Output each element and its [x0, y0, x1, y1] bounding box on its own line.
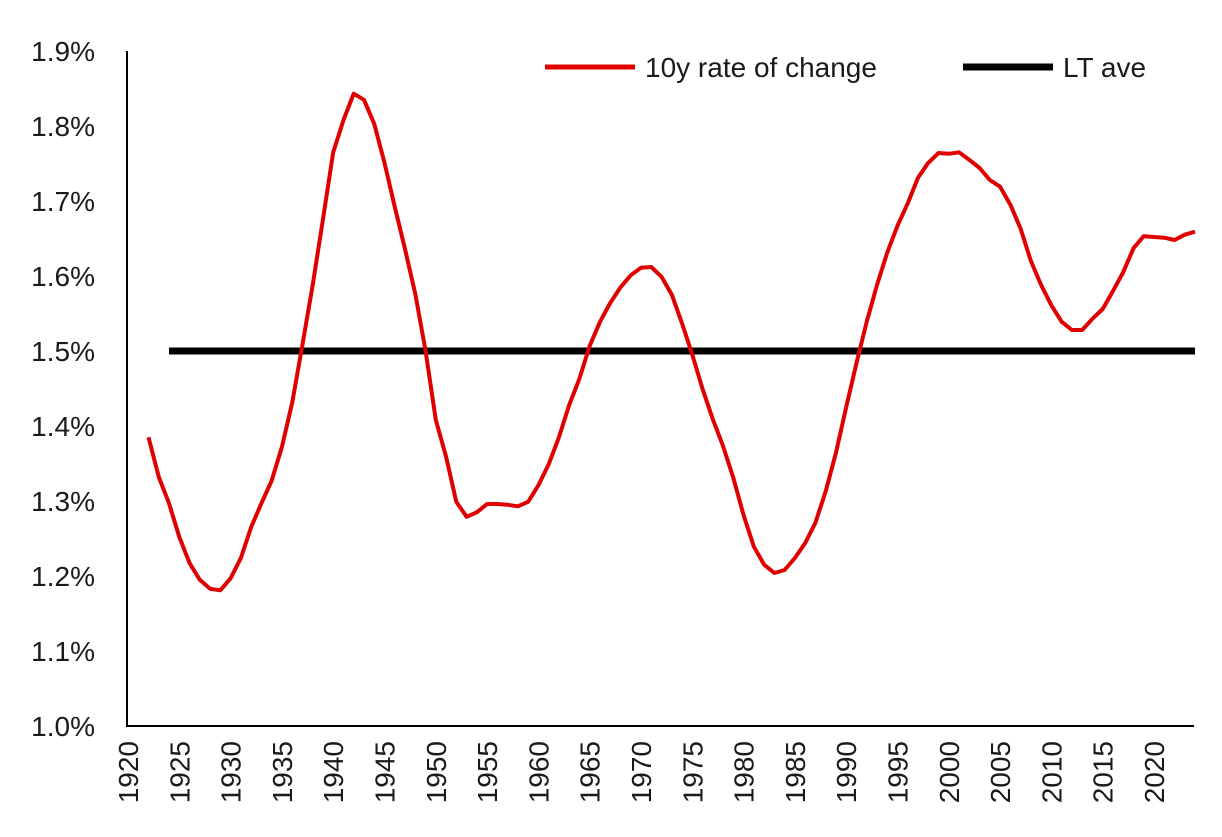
y-tick-label: 1.6% — [31, 261, 95, 292]
x-tick-label: 2010 — [1036, 741, 1067, 803]
x-axis-ticks: 1920 1925 1930 1935 1940 1945 1950 1955 1960 1965… — [113, 741, 1170, 803]
x-tick-label: 1940 — [318, 741, 349, 803]
x-tick-label: 1935 — [267, 741, 298, 803]
y-tick-label: 1.4% — [31, 411, 95, 442]
legend-label-rate: 10y rate of change — [645, 52, 877, 83]
x-tick-label: 1925 — [164, 741, 195, 803]
x-tick-label: 2005 — [985, 741, 1016, 803]
x-tick-label: 1985 — [780, 741, 811, 803]
x-tick-label: 1965 — [575, 741, 606, 803]
x-tick-label: 2020 — [1139, 741, 1170, 803]
x-tick-label: 1980 — [729, 741, 760, 803]
x-tick-label: 1945 — [370, 741, 401, 803]
y-axis-ticks: 1.0% 1.1% 1.2% 1.3% 1.4% 1.5% 1.6% 1.7% 1.8% 1.9% — [31, 36, 95, 742]
x-tick-label: 2015 — [1088, 741, 1119, 803]
y-tick-label: 1.0% — [31, 711, 95, 742]
series-0 — [146, 91, 1196, 593]
x-tick-label: 1955 — [472, 741, 503, 803]
x-tick-label: 1920 — [113, 741, 144, 803]
x-tick-label: 2000 — [934, 741, 965, 803]
x-tick-label: 1930 — [216, 741, 247, 803]
y-tick-label: 1.2% — [31, 561, 95, 592]
rate-of-change-line — [146, 91, 1196, 593]
x-tick-label: 1975 — [677, 741, 708, 803]
legend-label-lt-ave: LT ave — [1063, 52, 1146, 83]
x-tick-label: 1950 — [421, 741, 452, 803]
y-tick-label: 1.8% — [31, 111, 95, 142]
x-tick-label: 1960 — [523, 741, 554, 803]
legend: 10y rate of change LT ave — [545, 52, 1146, 83]
y-tick-label: 1.5% — [31, 336, 95, 367]
x-tick-label: 1995 — [883, 741, 914, 803]
y-tick-label: 1.9% — [31, 36, 95, 67]
x-tick-label: 1990 — [831, 741, 862, 803]
x-tick-label: 1970 — [626, 741, 657, 803]
y-tick-label: 1.3% — [31, 486, 95, 517]
y-tick-label: 1.1% — [31, 636, 95, 667]
y-tick-label: 1.7% — [31, 186, 95, 217]
series-group — [146, 91, 1196, 593]
